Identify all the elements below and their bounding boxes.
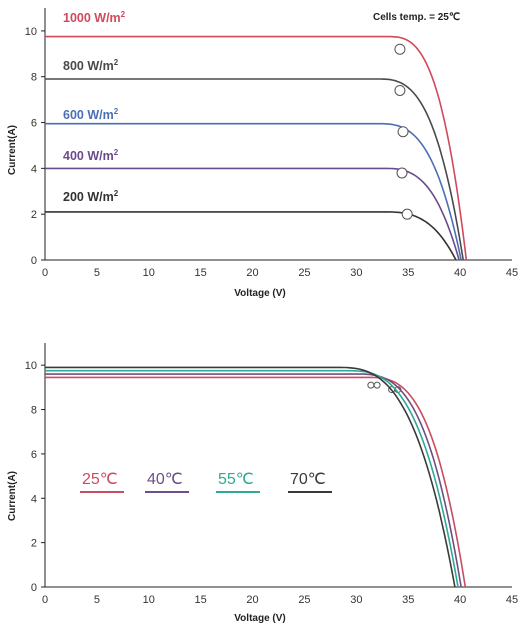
x-tick-label: 25 [298,594,310,606]
series-line [45,167,460,261]
series-label: 800 W/m2 [63,58,119,73]
y-tick-label: 2 [31,538,37,550]
series-line [45,78,464,261]
series-label: 400 W/m2 [63,148,119,163]
series-line [45,373,462,588]
legend-label: 25℃ [82,471,118,488]
y-tick-label: 8 [31,405,37,417]
max-power-point-marker [367,381,375,389]
x-tick-label: 20 [246,267,258,279]
legend-label: 70℃ [290,471,326,488]
y-tick-label: 8 [31,72,37,84]
y-tick-label: 6 [31,118,37,130]
y-tick-label: 10 [25,26,37,38]
series-line [45,211,457,261]
max-power-point-marker [401,208,413,220]
x-axis-title: Voltage (V) [234,613,285,624]
x-tick-label: 5 [94,267,100,279]
series-line [45,366,456,588]
x-tick-label: 25 [298,267,310,279]
x-tick-label: 45 [506,267,518,279]
y-tick-label: 6 [31,449,37,461]
y-tick-label: 2 [31,209,37,221]
x-tick-label: 35 [402,594,414,606]
max-power-point-marker [396,167,408,179]
x-tick-label: 15 [195,267,207,279]
legend-label: 55℃ [218,471,254,488]
temperature-chart: Current(A) Voltage (V) 0 5 10 15 20 25 30 35 40 4… [7,343,518,624]
series-label: 200 W/m2 [63,189,119,204]
cell-temperature-note: Cells temp. = 25℃ [373,12,460,23]
max-power-point-marker [394,84,406,96]
irradiance-chart: Cells temp. = 25℃ Current(A) Voltage (V)… [7,8,518,299]
x-tick-label: 40 [454,267,466,279]
series-line [45,122,462,261]
y-tick-label: 4 [31,493,37,505]
max-power-point-marker [373,381,381,389]
series-line [45,369,459,588]
series-label: 600 W/m2 [63,107,119,122]
max-power-point-marker [397,126,409,138]
x-tick-label: 35 [402,267,414,279]
y-axis-title: Current(A) [7,125,18,175]
x-tick-label: 45 [506,594,518,606]
x-tick-label: 0 [42,267,48,279]
x-tick-label: 20 [246,594,258,606]
legend-label: 40℃ [147,471,183,488]
y-tick-label: 0 [31,582,37,594]
x-tick-label: 0 [42,594,48,606]
x-tick-label: 5 [94,594,100,606]
series-label: 1000 W/m2 [63,10,126,25]
y-axis-title: Current(A) [7,471,18,521]
x-tick-label: 10 [143,267,155,279]
x-tick-label: 10 [143,594,155,606]
x-tick-label: 30 [350,267,362,279]
series-line [45,376,467,588]
series-line [45,35,468,261]
y-tick-label: 4 [31,163,37,175]
x-tick-label: 40 [454,594,466,606]
x-axis-title: Voltage (V) [234,288,285,299]
x-tick-label: 30 [350,594,362,606]
y-tick-label: 0 [31,255,37,267]
y-tick-label: 10 [25,360,37,372]
x-tick-label: 15 [195,594,207,606]
max-power-point-marker [394,43,406,55]
